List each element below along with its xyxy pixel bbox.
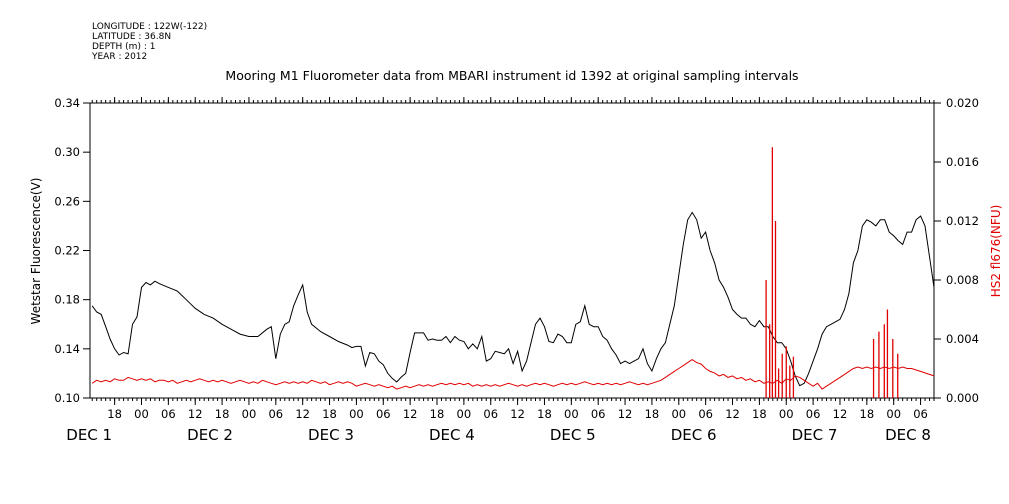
x-hour-tick-label: 00 bbox=[349, 407, 364, 421]
y-left-tick-label: 0.18 bbox=[54, 293, 80, 307]
x-hour-tick-label: 06 bbox=[591, 407, 606, 421]
x-hour-tick-label: 18 bbox=[860, 407, 875, 421]
x-day-label: DEC 6 bbox=[671, 426, 717, 444]
y-left-tick-label: 0.30 bbox=[54, 145, 80, 159]
x-day-label: DEC 1 bbox=[66, 426, 112, 444]
x-hour-tick-label: 18 bbox=[537, 407, 552, 421]
chart-title: Mooring M1 Fluorometer data from MBARI i… bbox=[225, 68, 798, 83]
x-hour-tick-label: 12 bbox=[188, 407, 203, 421]
meta-longitude: LONGITUDE : 122W(-122) bbox=[92, 22, 207, 32]
x-hour-tick-label: 06 bbox=[376, 407, 391, 421]
y-right-tick-label: 0.020 bbox=[946, 96, 979, 110]
plot-frame bbox=[89, 102, 935, 399]
x-hour-tick-label: 00 bbox=[457, 407, 472, 421]
x-hour-tick-label: 00 bbox=[671, 407, 686, 421]
y-axis-left-label: Wetstar Fluorescence(V) bbox=[29, 178, 43, 325]
x-hour-tick-label: 00 bbox=[779, 407, 794, 421]
y-left-tick-label: 0.14 bbox=[54, 342, 80, 356]
x-hour-tick-label: 12 bbox=[618, 407, 633, 421]
meta-year: YEAR : 2012 bbox=[91, 52, 147, 62]
header-meta: LONGITUDE : 122W(-122) LATITUDE : 36.8N … bbox=[91, 22, 207, 62]
y-left-tick-label: 0.26 bbox=[54, 194, 80, 208]
x-hour-tick-label: 06 bbox=[698, 407, 713, 421]
x-hour-tick-label: 06 bbox=[161, 407, 176, 421]
axis-tick-labels: 18 00 06 12 18 00 06 12 18 00 06 12 18 00 06 12 18 00 06 12… bbox=[54, 96, 979, 444]
x-hour-tick-label: 12 bbox=[725, 407, 740, 421]
series-line-wetstar bbox=[91, 211, 935, 387]
x-hour-tick-label: 18 bbox=[645, 407, 660, 421]
plot-area bbox=[91, 147, 935, 398]
x-day-label: DEC 2 bbox=[187, 426, 233, 444]
x-hour-tick-label: 06 bbox=[268, 407, 283, 421]
x-hour-tick-label: 00 bbox=[242, 407, 257, 421]
x-day-label: DEC 4 bbox=[429, 426, 475, 444]
x-day-label: DEC 3 bbox=[308, 426, 354, 444]
x-hour-tick-label: 18 bbox=[752, 407, 767, 421]
y-right-tick-label: 0.008 bbox=[946, 273, 979, 287]
y-left-tick-label: 0.22 bbox=[54, 244, 80, 258]
x-day-label: DEC 7 bbox=[792, 426, 838, 444]
x-hour-tick-label: 18 bbox=[215, 407, 230, 421]
y-left-tick-label: 0.10 bbox=[54, 391, 80, 405]
y-right-tick-label: 0.016 bbox=[946, 155, 979, 169]
y-right-tick-label: 0.004 bbox=[946, 332, 979, 346]
x-hour-tick-label: 18 bbox=[107, 407, 122, 421]
x-hour-tick-label: 00 bbox=[886, 407, 901, 421]
x-hour-tick-label: 18 bbox=[322, 407, 337, 421]
x-hour-tick-label: 00 bbox=[134, 407, 149, 421]
axis-ticks bbox=[83, 97, 941, 405]
x-hour-tick-label: 06 bbox=[806, 407, 821, 421]
meta-latitude: LATITUDE : 36.8N bbox=[92, 32, 171, 42]
y-right-tick-label: 0.000 bbox=[946, 391, 979, 405]
x-hour-tick-label: 12 bbox=[510, 407, 525, 421]
y-left-tick-label: 0.34 bbox=[54, 96, 80, 110]
x-hour-tick-label: 06 bbox=[483, 407, 498, 421]
x-hour-tick-label: 12 bbox=[295, 407, 310, 421]
y-axis-right-label: HS2 fl676(NFU) bbox=[989, 205, 1003, 298]
x-hour-tick-label: 12 bbox=[403, 407, 418, 421]
x-day-label: DEC 8 bbox=[885, 426, 931, 444]
x-hour-tick-label: 12 bbox=[833, 407, 848, 421]
x-hour-tick-label: 06 bbox=[913, 407, 928, 421]
x-hour-tick-label: 18 bbox=[430, 407, 445, 421]
x-hour-tick-label: 00 bbox=[564, 407, 579, 421]
y-right-tick-label: 0.012 bbox=[946, 214, 979, 228]
meta-depth: DEPTH (m) : 1 bbox=[92, 42, 155, 52]
x-day-label: DEC 5 bbox=[550, 426, 596, 444]
